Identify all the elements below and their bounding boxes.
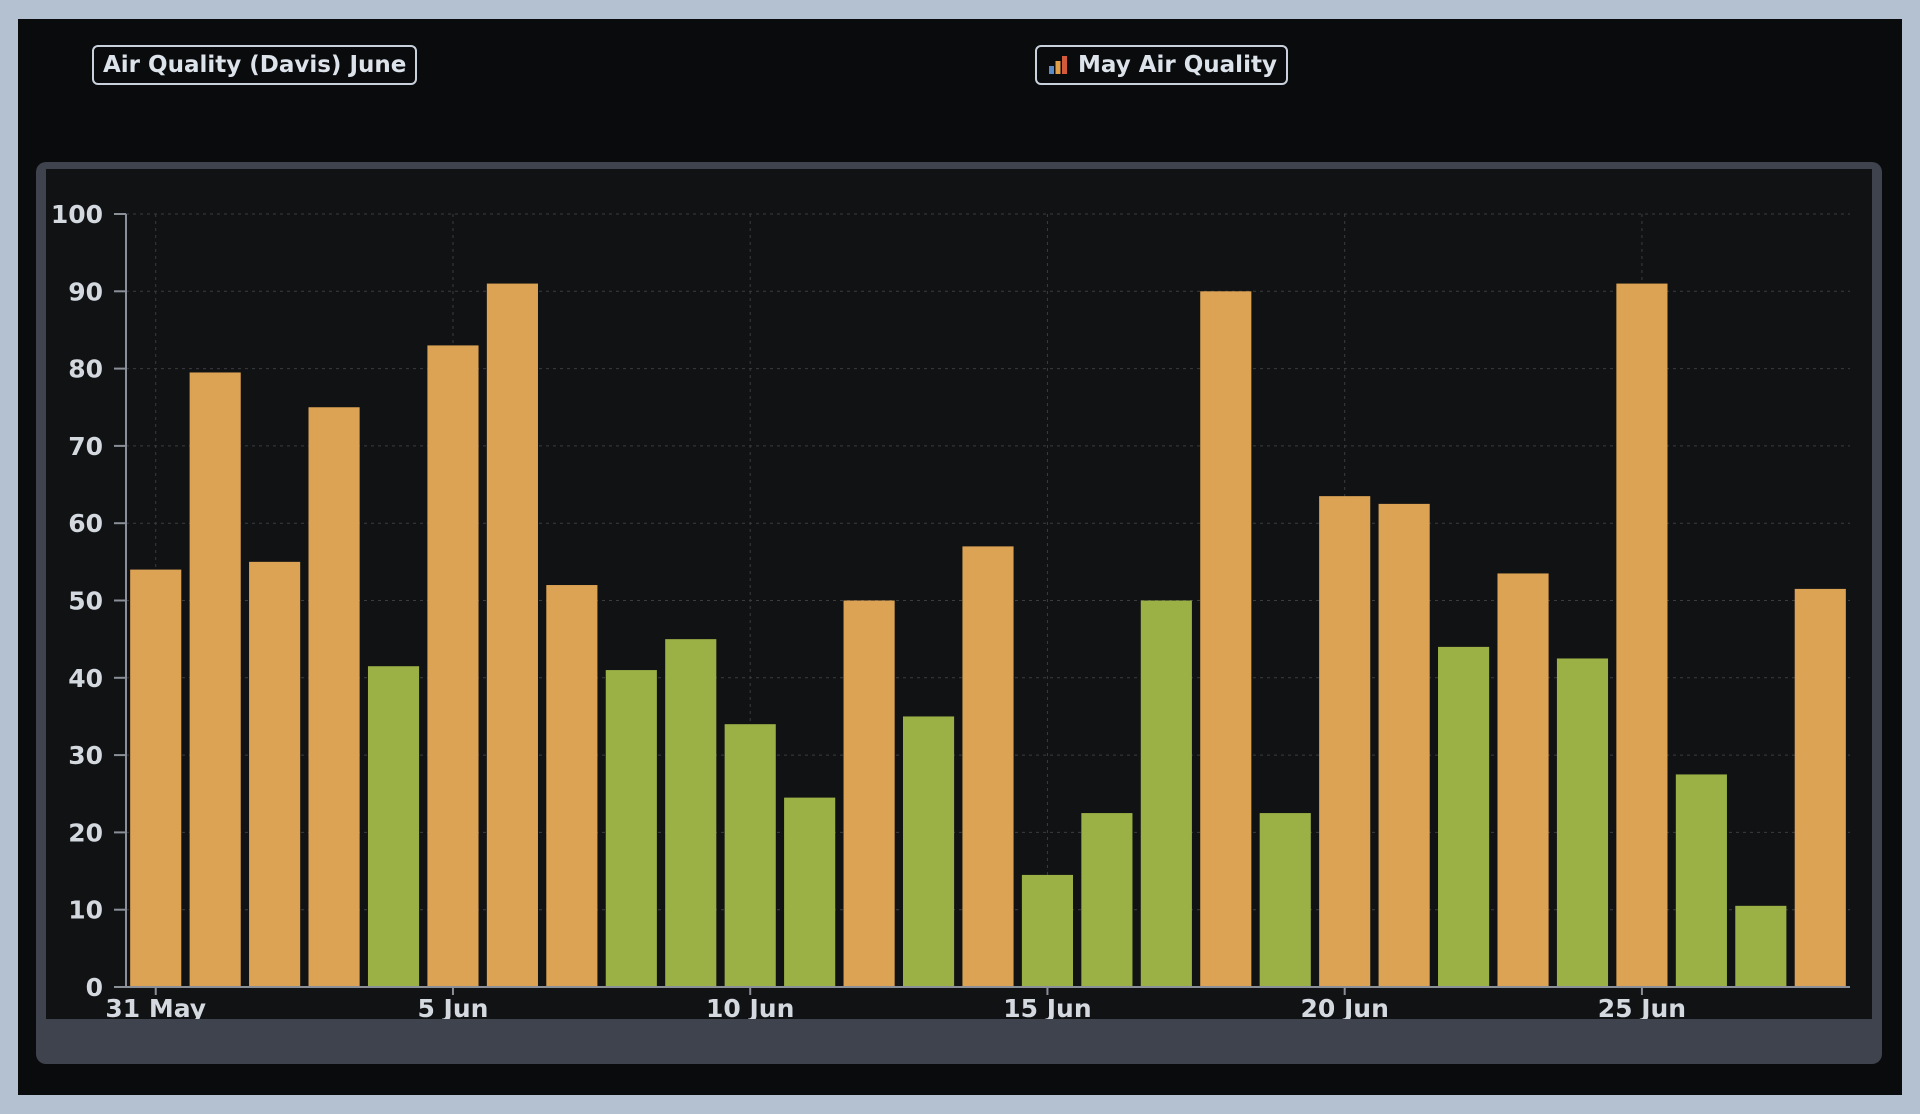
bar	[1081, 813, 1133, 987]
bar	[249, 561, 301, 987]
bar	[189, 372, 241, 988]
y-tick-label: 10	[68, 896, 103, 925]
dashboard-title-button[interactable]: Air Quality (Davis) June	[92, 45, 418, 85]
bar	[130, 569, 182, 987]
y-tick-label: 0	[86, 973, 103, 1002]
x-tick-label: 15 Jun	[1003, 994, 1091, 1019]
y-tick-label: 40	[68, 664, 103, 693]
y-tick-label: 50	[68, 587, 103, 616]
x-tick-label: 31 May	[105, 994, 206, 1019]
y-tick-label: 30	[68, 741, 103, 770]
bar	[1438, 646, 1490, 987]
bar	[605, 670, 657, 987]
bar	[902, 716, 955, 987]
bar	[665, 639, 717, 987]
bar	[1616, 283, 1668, 987]
y-tick-label: 20	[68, 818, 103, 847]
bar	[724, 724, 776, 987]
bar	[843, 600, 895, 987]
x-tick-label: 25 Jun	[1598, 994, 1686, 1019]
chart-area: 0 10 20 30 40 50 60 70 80 90 100 31 May 5 Jun 10 Jun 1…	[46, 169, 1872, 1019]
y-tick-label: 60	[68, 509, 103, 538]
bar	[308, 407, 360, 987]
y-tick-label: 80	[68, 355, 103, 384]
bar-chart: 0 10 20 30 40 50 60 70 80 90 100 31 May 5 Jun 10 Jun 1…	[51, 200, 1850, 1019]
may-air-quality-label: May Air Quality	[1078, 52, 1277, 78]
bar	[1556, 658, 1609, 987]
bar	[1378, 503, 1430, 987]
bar	[1259, 813, 1311, 987]
bar	[784, 797, 836, 987]
bar-chart-icon	[1049, 56, 1067, 74]
bar	[427, 345, 479, 987]
bar	[1497, 573, 1549, 987]
bar	[546, 585, 598, 987]
x-tick-label: 20 Jun	[1300, 994, 1388, 1019]
bar	[1675, 774, 1727, 987]
y-tick-label: 90	[68, 277, 103, 306]
bar	[1319, 496, 1371, 987]
bar	[1140, 600, 1192, 987]
x-tick-label: 5 Jun	[417, 994, 488, 1019]
bar	[1794, 588, 1846, 987]
app-window: Air Quality (Davis) June May Air Quality…	[18, 19, 1902, 1095]
y-tick-label: 100	[51, 200, 103, 229]
bar	[486, 283, 538, 987]
bar	[1021, 874, 1074, 987]
bar	[1200, 291, 1252, 987]
x-tick-label: 10 Jun	[706, 994, 794, 1019]
bar	[367, 666, 420, 987]
bar	[962, 546, 1014, 987]
y-tick-label: 70	[68, 432, 103, 461]
bar	[1735, 905, 1787, 987]
may-air-quality-button[interactable]: May Air Quality	[1035, 45, 1288, 85]
